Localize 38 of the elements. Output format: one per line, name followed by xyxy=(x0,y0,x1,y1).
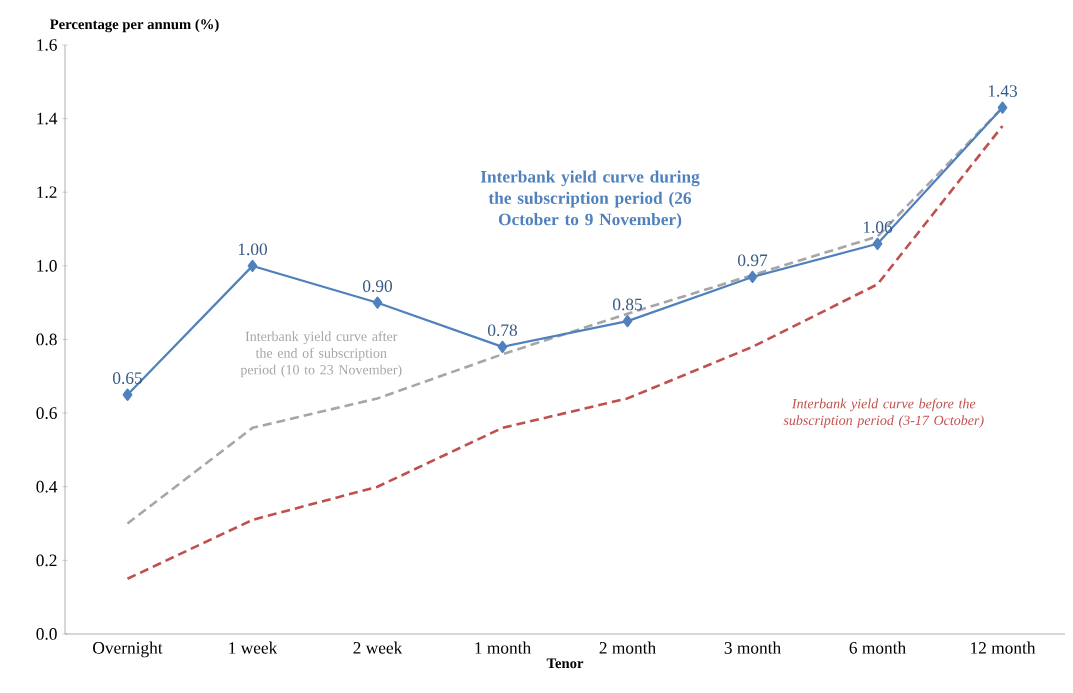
y-tick-label: 0.8 xyxy=(36,333,57,346)
point xyxy=(872,237,883,250)
y-axis-title: Percentage per annum (%) xyxy=(49,18,219,33)
point xyxy=(997,101,1008,114)
point xyxy=(497,340,508,353)
y-tick-label: 0.6 xyxy=(36,407,57,420)
data-label: 0.65 xyxy=(113,372,142,385)
text: Interbank yield curve during the subscription period (26 October to 9 November) xyxy=(480,170,700,229)
y-tick-label: 0.4 xyxy=(36,480,58,493)
x-tick-label: Overnight xyxy=(93,641,163,658)
x-tick-label: 1 month xyxy=(475,641,531,654)
point xyxy=(247,259,258,272)
data-label: 0.97 xyxy=(738,254,768,267)
x-tick-label: 6 month xyxy=(849,641,906,654)
point xyxy=(747,270,758,284)
y-tick-label: 1.2 xyxy=(37,186,57,199)
x-tick-label: 12 month xyxy=(971,641,1036,654)
point xyxy=(622,314,633,328)
y-tick-label: 1.4 xyxy=(37,112,58,125)
x-tick-label: 1 week xyxy=(229,641,278,654)
x-tick-label: 2 week xyxy=(353,641,403,654)
y-tick-label: 1.0 xyxy=(37,259,57,272)
x-tick-label: 2 month xyxy=(599,641,656,654)
x-tick-label: 3 month xyxy=(724,641,781,654)
data-label: 0.85 xyxy=(613,298,642,311)
x-axis-title: Tenor xyxy=(546,658,584,669)
series-label: Interbank yield curve after the end of subscription period (10 to 23 November) xyxy=(240,331,402,378)
point xyxy=(122,388,133,401)
y-tick-label: 1.6 xyxy=(37,39,57,51)
data-label: 1.00 xyxy=(238,243,268,256)
y-tick-label: 0.0 xyxy=(36,628,57,640)
y-tick-label: 0.2 xyxy=(36,554,57,567)
data-label: 0.78 xyxy=(488,324,518,337)
text: Interbank yield curve before the subscription period (3-17 October) xyxy=(783,398,984,428)
point xyxy=(372,296,383,309)
data-label: 0.90 xyxy=(363,280,393,292)
data-label: 1.43 xyxy=(988,85,1017,97)
data-label: 1.06 xyxy=(863,221,893,234)
